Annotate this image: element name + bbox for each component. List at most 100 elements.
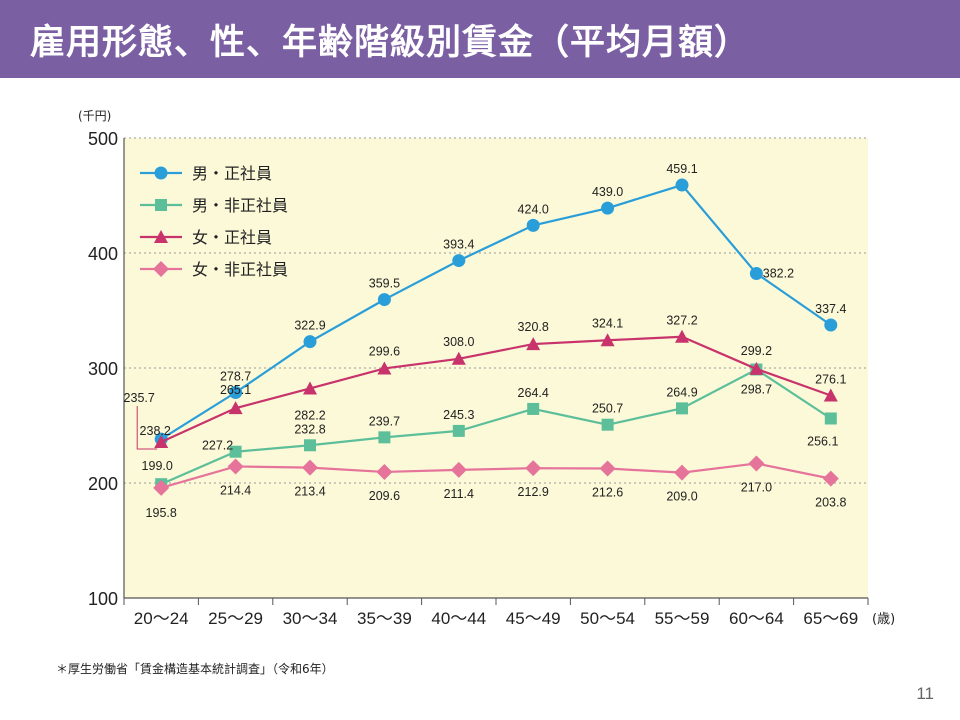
data-label: 382.2 (763, 266, 794, 280)
y-tick-label: 100 (88, 589, 118, 609)
data-label: 459.1 (666, 162, 697, 176)
leader-line (136, 405, 158, 450)
data-label: 235.7 (124, 391, 155, 405)
data-label: 209.6 (369, 489, 400, 503)
legend-label: 女・正社員 (192, 228, 272, 247)
data-point (452, 254, 466, 268)
data-label: 393.4 (443, 238, 474, 252)
data-point (675, 178, 689, 192)
x-tick-label: 40〜44 (431, 609, 486, 628)
data-label: 214.4 (220, 483, 251, 497)
data-label: 299.2 (741, 344, 772, 358)
x-axis-unit: (歳) (872, 612, 895, 627)
data-point (376, 463, 393, 480)
data-label: 282.2 (294, 408, 325, 422)
data-point (451, 351, 466, 365)
x-tick-label: 50〜54 (580, 609, 635, 628)
data-label: 337.4 (815, 302, 846, 316)
data-label: 250.7 (592, 402, 623, 416)
data-point (823, 388, 838, 402)
x-tick-label: 45〜49 (506, 609, 561, 628)
data-point (822, 470, 839, 487)
page-number: 11 (916, 684, 934, 703)
data-point (601, 418, 614, 431)
data-point (600, 333, 615, 347)
data-point (452, 424, 465, 437)
data-point (526, 337, 541, 351)
data-label: 264.9 (666, 385, 697, 399)
data-point (601, 201, 615, 215)
data-label: 324.1 (592, 316, 623, 330)
data-label: 239.7 (369, 414, 400, 428)
x-tick-label: 60〜64 (729, 609, 784, 628)
data-point (303, 381, 317, 395)
x-tick-label: 20〜24 (134, 609, 189, 628)
data-point (229, 385, 243, 399)
data-labels: 238.2 278.7 322.9 359.5 393.4 424.0 439.0 459.1… (124, 162, 847, 520)
series-line (160, 335, 832, 443)
data-label: 320.8 (518, 320, 549, 334)
data-point (228, 401, 243, 415)
legend-marker (154, 166, 168, 180)
data-label: 298.7 (741, 382, 772, 396)
gridlines (124, 137, 868, 484)
data-label: 217.0 (741, 480, 772, 494)
y-tick-label: 400 (88, 244, 118, 264)
series-line (160, 368, 832, 486)
axes (123, 138, 869, 605)
data-label: 299.6 (369, 344, 400, 358)
data-label: 199.0 (142, 459, 173, 473)
data-point (527, 402, 540, 415)
series-line (160, 462, 832, 489)
data-label: 264.4 (518, 386, 549, 400)
x-tick-label: 30〜34 (283, 609, 338, 628)
data-point (749, 361, 764, 375)
data-label: 227.2 (202, 439, 233, 453)
data-label: 203.8 (815, 496, 846, 510)
data-label: 439.0 (592, 185, 623, 199)
data-label: 424.0 (518, 202, 549, 216)
data-label: 212.6 (592, 486, 623, 500)
y-tick-label: 200 (88, 474, 118, 494)
data-label: 359.5 (369, 277, 400, 291)
data-point (824, 412, 837, 425)
data-point (378, 431, 391, 444)
data-point (675, 329, 689, 343)
title-bar (0, 0, 960, 78)
legend-label: 男・正社員 (192, 164, 272, 183)
data-label: 211.4 (444, 487, 474, 501)
data-point (377, 361, 392, 375)
data-label: 238.2 (140, 424, 171, 438)
data-point (450, 461, 467, 478)
data-label: 276.1 (815, 372, 846, 386)
y-axis-unit: (千円) (78, 109, 111, 123)
data-point (302, 459, 318, 476)
source-footnote: ＊厚生労働省「賃金構造基本統計調査」（令和6年） (56, 662, 334, 676)
data-label: 212.9 (518, 485, 549, 499)
x-tick-label: 65〜69 (803, 609, 858, 628)
legend-marker (154, 230, 168, 243)
x-tick-label: 35〜39 (357, 609, 412, 628)
data-point (525, 460, 542, 477)
series-lines (153, 178, 839, 496)
slide-title: 雇用形態、性、年齢階級別賃金（平均月額） (30, 23, 751, 63)
data-point (526, 218, 540, 232)
data-point (748, 455, 765, 472)
data-point (824, 318, 838, 332)
data-label: 232.8 (294, 422, 325, 436)
data-point (749, 266, 763, 280)
series-line (160, 183, 832, 441)
data-point (304, 439, 316, 452)
legend-label: 女・非正社員 (192, 260, 288, 279)
y-tick-label: 500 (88, 129, 118, 149)
data-label: 256.1 (807, 434, 838, 448)
tick-labels: 100 200 300 400 500 (千円) 20〜24 25〜29 30〜34 35〜39 4… (78, 109, 895, 628)
data-point (153, 479, 170, 496)
data-point (674, 464, 690, 481)
y-tick-label: 300 (88, 359, 118, 379)
data-label: 278.7 (220, 369, 251, 383)
data-label: 265.1 (220, 383, 251, 397)
legend-marker (155, 199, 167, 211)
